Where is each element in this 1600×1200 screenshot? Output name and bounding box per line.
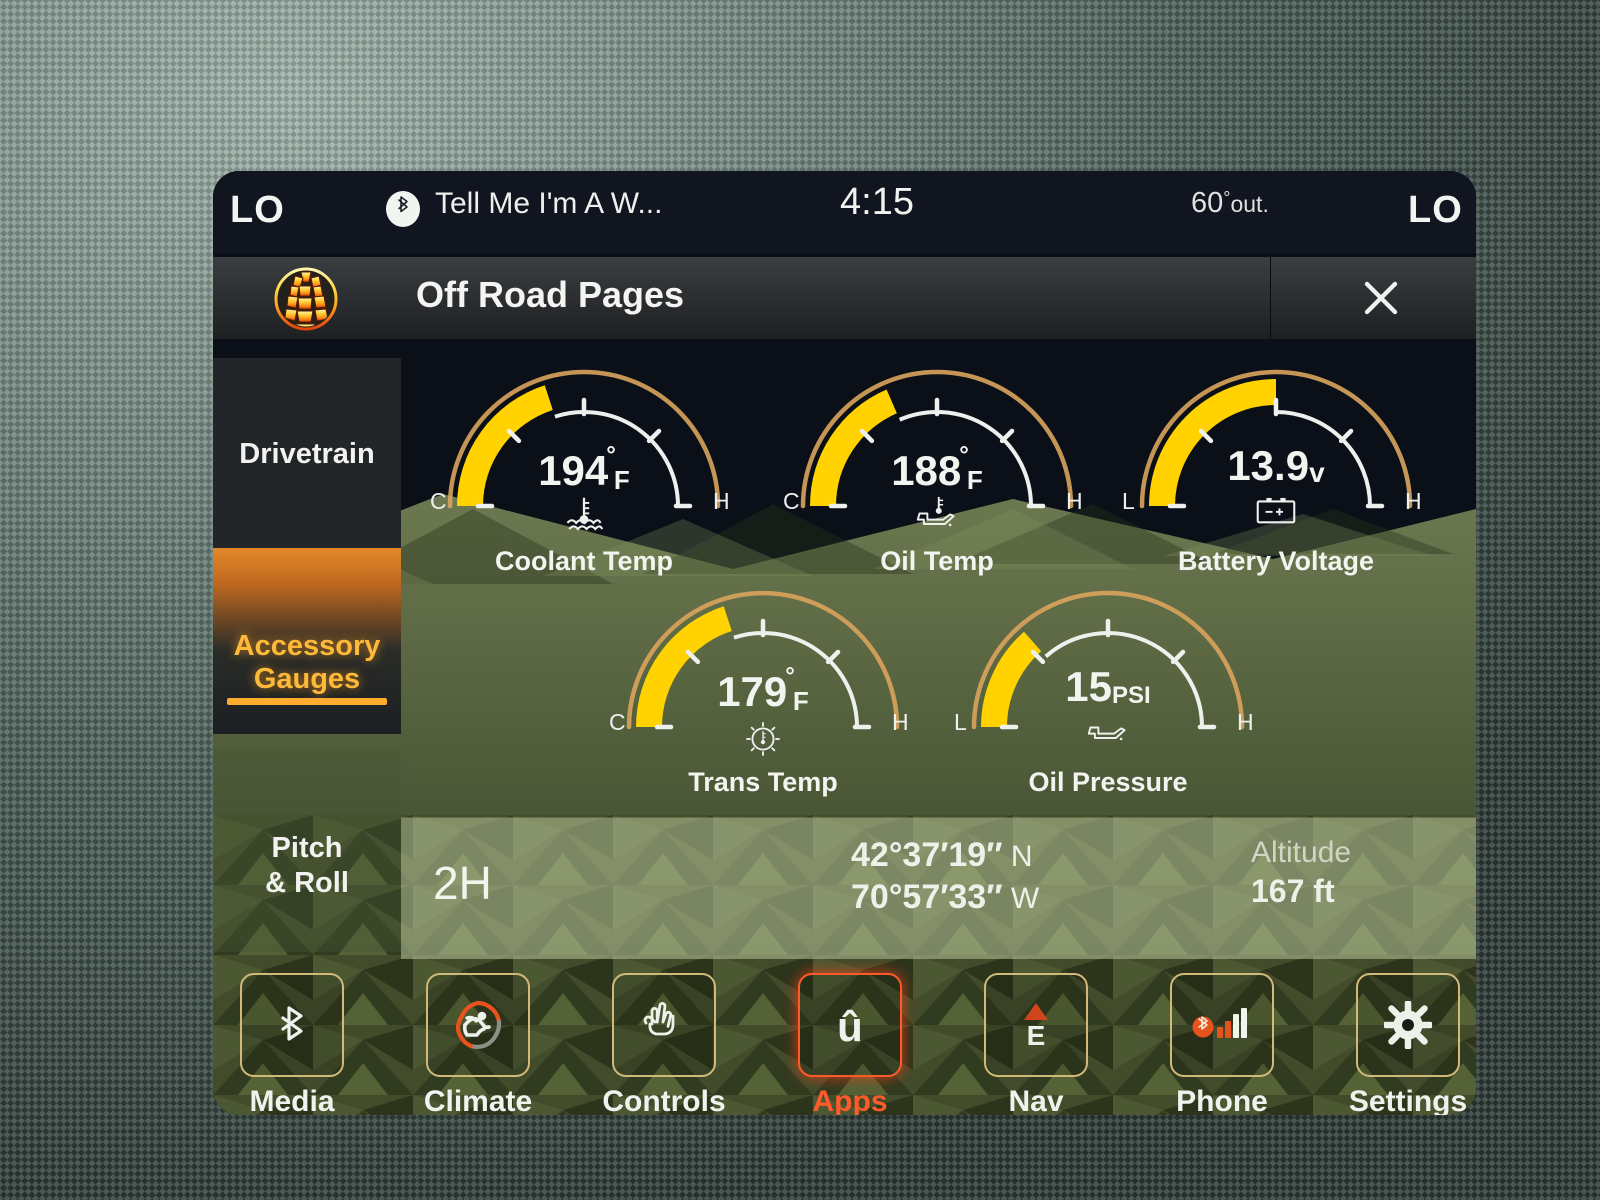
svg-text:û: û: [837, 1003, 863, 1049]
svg-text:E: E: [1027, 1020, 1046, 1049]
